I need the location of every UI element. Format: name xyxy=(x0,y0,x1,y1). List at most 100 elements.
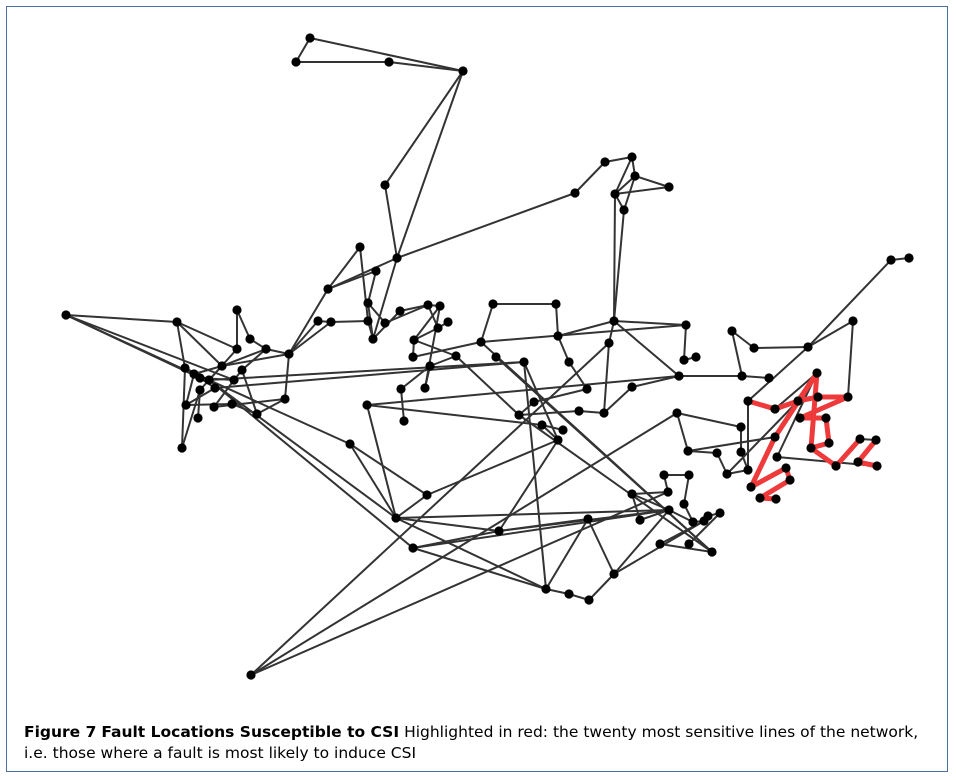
bus-node xyxy=(514,410,524,420)
network-line xyxy=(384,70,464,186)
bus-node xyxy=(323,284,333,294)
bus-node xyxy=(420,383,430,393)
network-line xyxy=(65,314,235,381)
bus-node xyxy=(806,443,816,453)
network-line xyxy=(288,320,319,355)
bus-node xyxy=(232,305,242,315)
bus-node xyxy=(664,182,674,192)
bus-node xyxy=(570,188,580,198)
sensitive-line xyxy=(855,437,879,465)
bus-node xyxy=(871,435,881,445)
bus-node xyxy=(813,392,823,402)
bus-node xyxy=(363,298,373,308)
bus-node xyxy=(181,400,191,410)
network-line xyxy=(384,184,398,259)
bus-node xyxy=(423,300,433,310)
bus-node xyxy=(715,508,725,518)
bus-node xyxy=(688,517,698,527)
bus-node xyxy=(672,408,682,418)
bus-node xyxy=(843,392,853,402)
bus-node xyxy=(519,357,529,367)
network-line xyxy=(726,400,799,475)
bus-node xyxy=(422,490,432,500)
bus-node xyxy=(831,461,841,471)
network-line xyxy=(480,303,494,343)
bus-node xyxy=(195,373,205,383)
network-line xyxy=(455,355,520,416)
bus-node xyxy=(371,266,381,276)
bus-node xyxy=(399,416,409,426)
network-line xyxy=(753,346,809,349)
bus-node xyxy=(781,463,791,473)
bus-node xyxy=(663,487,673,497)
network-line xyxy=(395,517,500,532)
network-line xyxy=(400,365,431,390)
bus-node xyxy=(712,448,722,458)
bus-node xyxy=(284,349,294,359)
network-line xyxy=(185,403,233,406)
figure-title: Fault Locations Susceptible to CSI xyxy=(101,723,400,741)
bus-node xyxy=(679,355,689,365)
bus-node xyxy=(564,589,574,599)
sensitive-line xyxy=(757,477,793,501)
network-line xyxy=(683,474,690,505)
network-line xyxy=(366,404,543,426)
network-line xyxy=(413,339,457,357)
bus-node xyxy=(627,152,637,162)
network-line xyxy=(400,388,405,422)
bus-node xyxy=(655,539,665,549)
bus-node xyxy=(491,352,501,362)
network-line xyxy=(557,320,615,337)
network-line xyxy=(557,335,570,363)
bus-node xyxy=(280,394,290,404)
bus-node xyxy=(812,368,822,378)
network-line xyxy=(384,304,429,324)
nodes-layer xyxy=(61,33,914,680)
network-line xyxy=(236,309,251,340)
bus-node xyxy=(177,443,187,453)
bus-node xyxy=(227,399,237,409)
network-line xyxy=(731,330,743,377)
network-line xyxy=(631,375,680,388)
bus-node xyxy=(180,363,190,373)
bus-node xyxy=(635,515,645,525)
bus-node xyxy=(326,317,336,327)
sensitive-line xyxy=(748,434,778,490)
network-line xyxy=(65,314,201,379)
sensitive-line xyxy=(795,370,820,404)
bus-node xyxy=(803,342,813,352)
bus-node xyxy=(627,489,637,499)
network-line xyxy=(613,209,625,322)
network-line xyxy=(295,37,311,63)
bus-node xyxy=(785,475,795,485)
network-line xyxy=(614,186,670,195)
network-line xyxy=(614,156,633,195)
bus-node xyxy=(195,385,205,395)
network-line xyxy=(807,259,892,348)
sensitive-line xyxy=(745,398,778,412)
network-line xyxy=(807,320,854,348)
network-line xyxy=(603,342,610,414)
network-line xyxy=(309,37,464,72)
network-line xyxy=(366,375,680,406)
bus-node xyxy=(727,326,737,336)
network-line xyxy=(523,361,559,441)
bus-node xyxy=(541,584,551,594)
bus-node xyxy=(770,432,780,442)
bus-node xyxy=(488,299,498,309)
network-line xyxy=(676,412,689,452)
bus-node xyxy=(553,331,563,341)
network-line xyxy=(372,257,398,340)
network-line xyxy=(65,314,178,323)
bus-node xyxy=(824,438,834,448)
figure-caption: Figure 7 Fault Locations Susceptible to … xyxy=(24,722,940,764)
network-line xyxy=(330,320,369,323)
bus-node xyxy=(458,66,468,76)
network-line xyxy=(429,355,457,367)
network-line xyxy=(185,373,195,406)
bus-node xyxy=(609,569,619,579)
bus-node xyxy=(736,447,746,457)
network-line xyxy=(213,398,286,408)
bus-node xyxy=(795,413,805,423)
network-line xyxy=(395,517,547,590)
